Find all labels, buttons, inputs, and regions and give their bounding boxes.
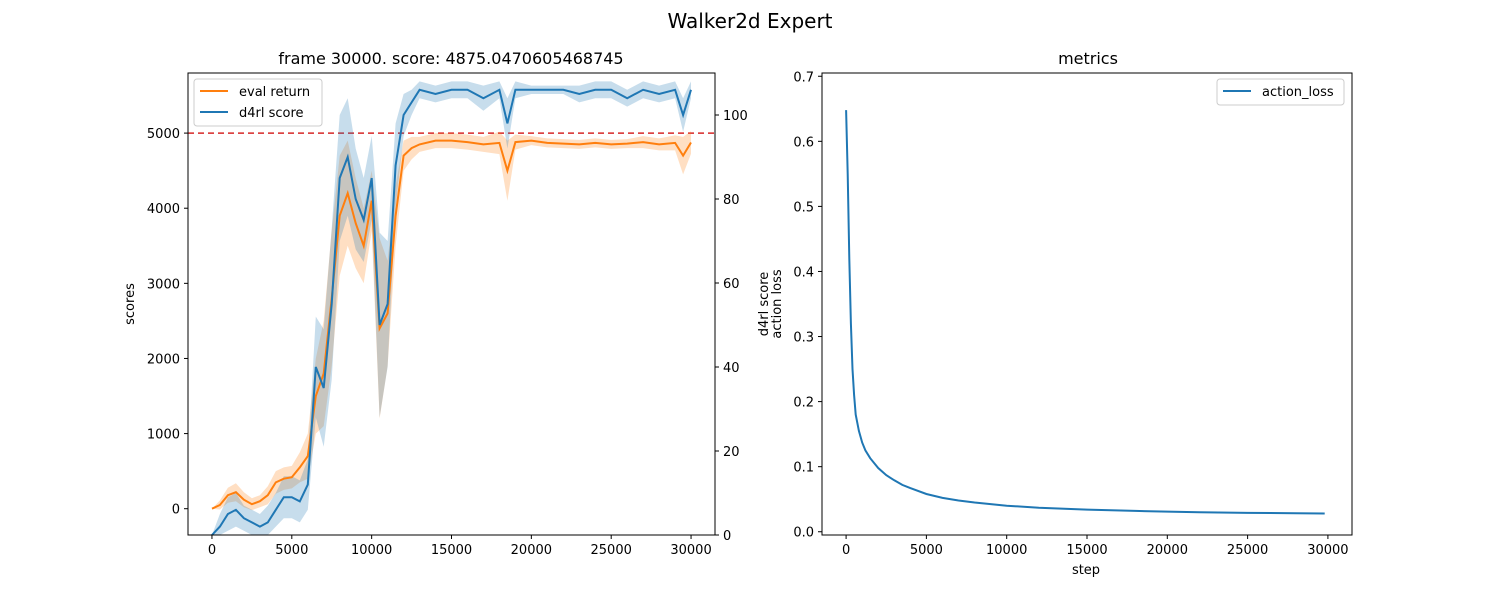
x-tick-label: 10000 xyxy=(351,543,392,558)
series-line-eval-return xyxy=(211,139,692,510)
right-legend: action_loss xyxy=(1216,78,1345,106)
y-tick-label: 0.6 xyxy=(793,135,814,150)
y2-tick-label: 60 xyxy=(723,277,740,292)
left-chart: frame 30000. score: 4875.0470605468745 0… xyxy=(123,49,748,558)
band-eval-return xyxy=(212,131,691,511)
y-tick-label: 0.1 xyxy=(793,461,814,476)
right-plot-frame xyxy=(821,72,1353,536)
right-x-axis-label: step xyxy=(1072,563,1100,578)
x-tick-label: 20000 xyxy=(511,543,552,558)
y-tick-label: 0.2 xyxy=(793,396,814,411)
left-chart-title: frame 30000. score: 4875.0470605468745 xyxy=(278,49,623,68)
y2-tick-label: 100 xyxy=(723,109,748,124)
x-tick-label: 5000 xyxy=(910,543,943,558)
y-tick-label: 0.7 xyxy=(793,70,814,85)
x-tick-label: 15000 xyxy=(431,543,472,558)
y-tick-label: 1000 xyxy=(147,428,180,443)
y-tick-label: 0.3 xyxy=(793,331,814,346)
band-d4rl-score xyxy=(212,81,691,536)
y-tick-label: 0.5 xyxy=(793,200,814,215)
legend-label-d4rl-score: d4rl score xyxy=(239,106,304,121)
x-tick-label: 5000 xyxy=(275,543,308,558)
legend-label-action-loss: action_loss xyxy=(1262,85,1334,100)
right-chart-title: metrics xyxy=(1058,49,1118,68)
legend-label-eval-return: eval return xyxy=(239,85,310,100)
x-tick-label: 0 xyxy=(208,543,216,558)
y-tick-label: 2000 xyxy=(147,352,180,367)
series-line-action-loss xyxy=(845,110,1325,515)
y-tick-label: 4000 xyxy=(147,202,180,217)
x-tick-label: 30000 xyxy=(670,543,711,558)
right-legend-box xyxy=(1216,78,1345,106)
y2-tick-label: 0 xyxy=(723,529,731,544)
right-y-axis-label-1: d4rl score xyxy=(757,272,772,337)
right-chart: metrics 0 5000 10000 15000 20000 25000 30000 0.… xyxy=(757,49,1353,578)
y2-tick-label: 80 xyxy=(723,193,740,208)
x-tick-label: 25000 xyxy=(1227,543,1268,558)
y2-tick-label: 40 xyxy=(723,361,740,376)
y-tick-label: 5000 xyxy=(147,127,180,142)
x-tick-label: 0 xyxy=(842,543,850,558)
figure-title: Walker2d Expert xyxy=(667,9,832,33)
right-y-axis-label-2: action loss xyxy=(770,269,785,338)
x-tick-label: 20000 xyxy=(1147,543,1188,558)
x-tick-label: 10000 xyxy=(986,543,1027,558)
left-legend: eval return d4rl score xyxy=(193,78,323,127)
y-tick-label: 0.0 xyxy=(793,526,814,541)
y2-tick-label: 20 xyxy=(723,445,740,460)
x-tick-label: 25000 xyxy=(591,543,632,558)
y-tick-label: 3000 xyxy=(147,277,180,292)
left-y-axis-label: scores xyxy=(123,283,138,325)
x-tick-label: 15000 xyxy=(1066,543,1107,558)
y-tick-label: 0.4 xyxy=(793,265,814,280)
x-tick-label: 30000 xyxy=(1307,543,1348,558)
series-line-d4rl-score xyxy=(211,88,692,536)
y-tick-label: 0 xyxy=(172,503,180,518)
